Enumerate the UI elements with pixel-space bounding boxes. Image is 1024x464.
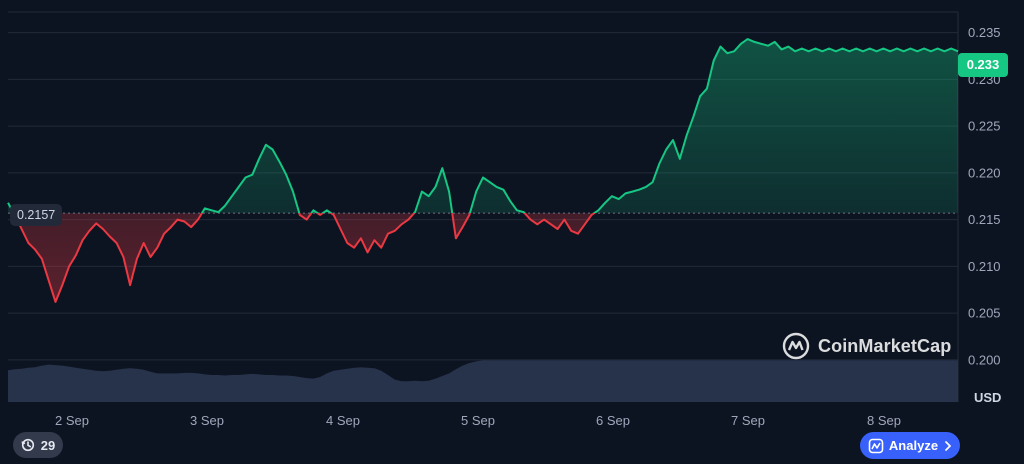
y-tick-label: 0.210 bbox=[968, 259, 1001, 274]
history-button[interactable]: 29 bbox=[13, 432, 63, 458]
x-tick-label: 3 Sep bbox=[190, 413, 224, 428]
x-tick-label: 7 Sep bbox=[731, 413, 765, 428]
y-tick-label: 0.200 bbox=[968, 352, 1001, 367]
coinmarketcap-logo-icon bbox=[782, 332, 810, 360]
analyze-label: Analyze bbox=[888, 438, 939, 453]
history-count: 29 bbox=[40, 437, 56, 453]
history-clock-icon bbox=[21, 438, 34, 452]
y-tick-label: 0.205 bbox=[968, 306, 1001, 321]
area-above-baseline bbox=[8, 39, 958, 214]
coinmarketcap-watermark: CoinMarketCap bbox=[782, 332, 951, 360]
area-below-baseline bbox=[8, 213, 958, 302]
x-tick-label: 6 Sep bbox=[596, 413, 630, 428]
analyze-button[interactable]: Analyze bbox=[860, 432, 960, 459]
x-tick-label: 8 Sep bbox=[867, 413, 901, 428]
y-tick-label: 0.220 bbox=[968, 165, 1001, 180]
price-line-up bbox=[7, 38, 959, 214]
baseline-price-tag: 0.2157 bbox=[10, 204, 63, 226]
y-tick-label: 0.235 bbox=[968, 25, 1001, 40]
y-tick-label: 0.225 bbox=[968, 119, 1001, 134]
y-tick-label: 0.215 bbox=[968, 212, 1001, 227]
price-line-down bbox=[12, 213, 597, 303]
current-price-tag: 0.233 bbox=[958, 53, 1008, 77]
x-tick-label: 4 Sep bbox=[326, 413, 360, 428]
currency-unit-label: USD bbox=[974, 390, 1002, 405]
x-tick-label: 5 Sep bbox=[461, 413, 495, 428]
x-tick-label: 2 Sep bbox=[55, 413, 89, 428]
analyze-chart-icon bbox=[868, 438, 884, 453]
volume-area bbox=[8, 360, 958, 402]
chevron-right-icon bbox=[945, 440, 952, 451]
watermark-text: CoinMarketCap bbox=[818, 335, 952, 356]
